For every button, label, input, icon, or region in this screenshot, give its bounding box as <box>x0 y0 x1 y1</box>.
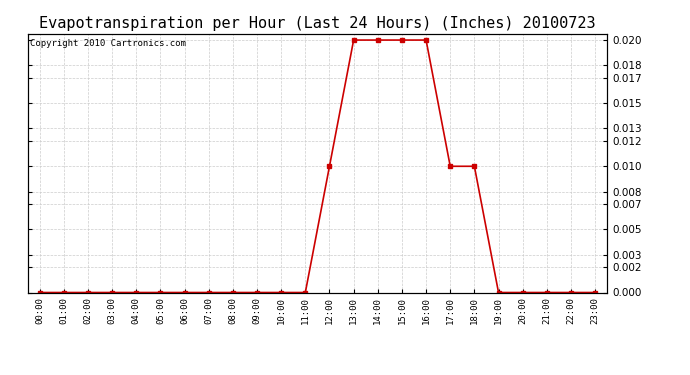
Title: Evapotranspiration per Hour (Last 24 Hours) (Inches) 20100723: Evapotranspiration per Hour (Last 24 Hou… <box>39 16 595 31</box>
Text: Copyright 2010 Cartronics.com: Copyright 2010 Cartronics.com <box>30 39 186 48</box>
